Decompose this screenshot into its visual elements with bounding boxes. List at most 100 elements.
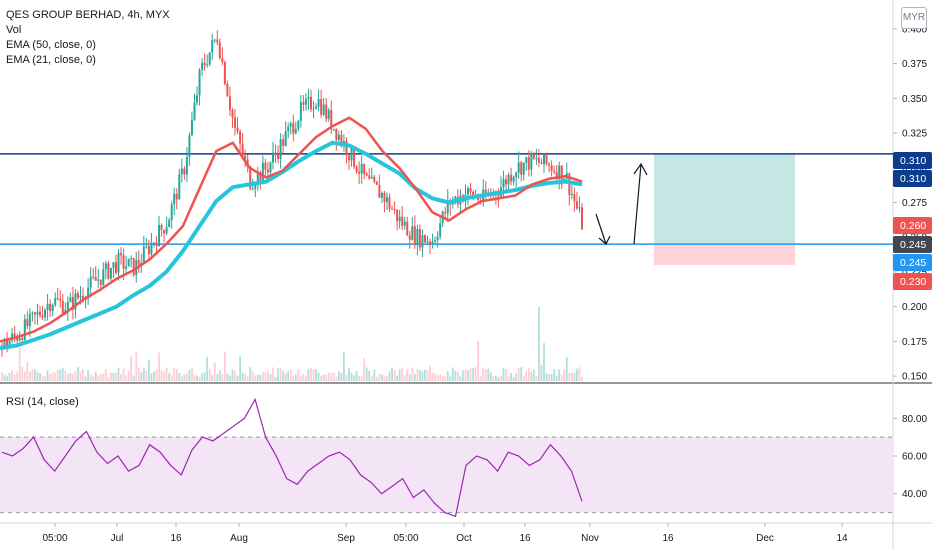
volume-bar bbox=[370, 376, 373, 381]
candle-body bbox=[363, 163, 366, 174]
volume-bar bbox=[87, 370, 90, 381]
candle-body bbox=[330, 110, 333, 130]
volume-bar bbox=[216, 373, 219, 381]
candle-body bbox=[41, 315, 44, 318]
candle-body bbox=[429, 241, 432, 244]
legend-ema50[interactable]: EMA (50, close, 0) bbox=[6, 39, 96, 51]
candle-body bbox=[170, 204, 173, 220]
candle-body bbox=[467, 188, 470, 195]
currency-badge[interactable]: MYR bbox=[901, 7, 927, 29]
candle-body bbox=[477, 196, 480, 201]
volume-bar bbox=[297, 369, 300, 381]
candle-body bbox=[213, 39, 216, 41]
candle-body bbox=[383, 192, 386, 202]
legend-volume[interactable]: Vol bbox=[6, 24, 22, 36]
volume-bar bbox=[360, 376, 363, 381]
volume-bar bbox=[403, 375, 406, 381]
volume-bar bbox=[570, 372, 573, 381]
candle-body bbox=[206, 64, 209, 66]
volume-bar bbox=[274, 376, 277, 381]
time-tick-label: Aug bbox=[230, 533, 248, 544]
candle-body bbox=[251, 188, 254, 190]
volume-bar bbox=[64, 370, 67, 381]
volume-bar bbox=[335, 376, 338, 381]
volume-bar bbox=[332, 372, 335, 381]
volume-bar bbox=[102, 373, 105, 381]
volume-bar bbox=[421, 371, 424, 381]
candle-body bbox=[49, 303, 52, 312]
candle-body bbox=[107, 263, 110, 279]
time-tick-label: 05:00 bbox=[42, 533, 67, 544]
volume-bar bbox=[49, 373, 52, 381]
time-tick-label: 05:00 bbox=[393, 533, 418, 544]
ema21-line bbox=[0, 116, 583, 343]
candle-body bbox=[545, 154, 548, 164]
candle-body bbox=[147, 246, 150, 255]
volume-bar bbox=[393, 370, 396, 381]
candle-body bbox=[370, 176, 373, 179]
candle-body bbox=[259, 172, 262, 181]
candle-body bbox=[16, 336, 19, 341]
candle-body bbox=[345, 140, 348, 156]
volume-bar bbox=[1, 372, 3, 381]
candle-body bbox=[26, 319, 29, 327]
candle-body bbox=[132, 258, 135, 276]
candle-body bbox=[360, 163, 363, 174]
arrow-up-line bbox=[633, 163, 642, 245]
profit-zone bbox=[654, 153, 795, 245]
volume-bar bbox=[183, 374, 186, 381]
candle-body bbox=[388, 197, 391, 209]
volume-bar bbox=[36, 372, 39, 381]
volume-bar bbox=[317, 372, 320, 381]
volume-bar bbox=[512, 376, 515, 381]
volume-bar bbox=[104, 369, 107, 381]
volume-bar bbox=[289, 369, 292, 381]
volume-bar bbox=[477, 341, 480, 381]
volume-bar bbox=[107, 376, 110, 381]
volume-bar bbox=[239, 355, 241, 381]
volume-bar bbox=[120, 374, 122, 381]
volume-bar bbox=[132, 375, 135, 381]
candle-body bbox=[322, 104, 325, 115]
volume-bar bbox=[173, 367, 176, 381]
volume-bar bbox=[208, 368, 211, 381]
candle-body bbox=[92, 276, 95, 278]
candle-body bbox=[581, 207, 583, 230]
candle-body bbox=[312, 108, 315, 110]
volume-bar bbox=[327, 372, 330, 381]
candle-body bbox=[18, 338, 21, 341]
volume-bar bbox=[388, 371, 391, 381]
volume-bar bbox=[6, 376, 8, 381]
candle-body bbox=[507, 174, 510, 185]
time-tick-label: 14 bbox=[836, 533, 848, 544]
candle-body bbox=[573, 193, 576, 202]
candle-body bbox=[335, 128, 338, 140]
volume-bar bbox=[479, 376, 482, 381]
candle-body bbox=[66, 301, 69, 311]
volume-bar bbox=[548, 374, 550, 381]
candle-body bbox=[21, 338, 24, 340]
candle-body bbox=[555, 171, 558, 180]
candle-body bbox=[398, 216, 401, 222]
volume-bar bbox=[142, 367, 145, 381]
candle-body bbox=[543, 154, 546, 165]
volume-bar bbox=[46, 370, 49, 381]
volume-bar bbox=[454, 370, 457, 381]
candle-body bbox=[256, 172, 259, 186]
volume-bar bbox=[223, 351, 226, 381]
candle-body bbox=[302, 102, 305, 105]
volume-bar bbox=[163, 371, 165, 381]
rsi-legend[interactable]: RSI (14, close) bbox=[6, 396, 79, 408]
candle-body bbox=[502, 179, 505, 188]
volume-bar bbox=[267, 370, 269, 381]
candle-body bbox=[560, 165, 563, 182]
volume-bar bbox=[213, 362, 216, 381]
symbol-title[interactable]: QES GROUP BERHAD, 4h, MYX bbox=[6, 9, 170, 21]
volume-bar bbox=[94, 371, 97, 381]
legend-ema21[interactable]: EMA (21, close, 0) bbox=[6, 54, 96, 66]
candle-body bbox=[340, 134, 343, 145]
candle-body bbox=[446, 200, 449, 214]
volume-bar bbox=[522, 376, 525, 381]
candle-body bbox=[71, 297, 74, 310]
